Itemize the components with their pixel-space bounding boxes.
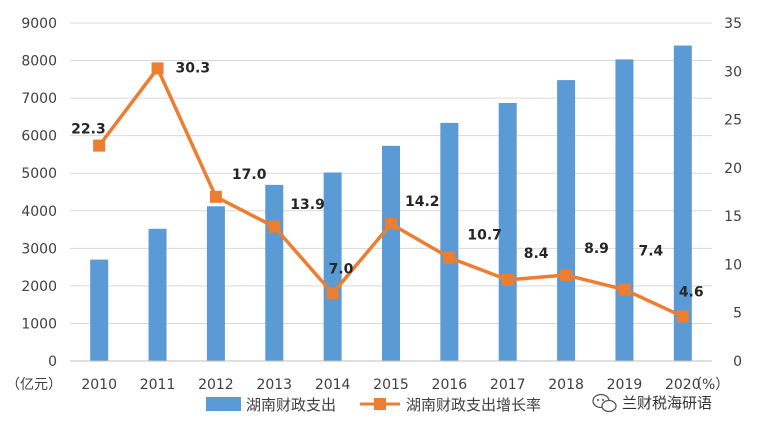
x-tick-label: 2020 — [665, 377, 701, 393]
legend-bar-swatch — [206, 397, 241, 411]
left-tick-label: 0 — [48, 354, 57, 370]
watermark-text: 兰财税海研语 — [622, 394, 712, 412]
x-tick-label: 2018 — [548, 377, 584, 393]
x-tick-label: 2011 — [140, 377, 176, 393]
left-tick-label: 7000 — [21, 91, 57, 107]
data-labels: 22.3 30.3 17.0 13.9 7.0 14.2 10.7 8.4 8.9 7.4 4.6 — [71, 60, 703, 300]
data-label: 7.4 — [638, 244, 663, 260]
right-tick-label: 15 — [724, 209, 742, 225]
bar — [615, 59, 634, 361]
line-point — [443, 251, 456, 264]
legend-bar-label: 湖南财政支出 — [246, 396, 336, 414]
right-tick-label: 0 — [733, 354, 742, 370]
data-label: 30.3 — [176, 60, 211, 76]
x-tick-label: 2012 — [198, 377, 234, 393]
line-point — [326, 287, 339, 300]
left-tick-label: 4000 — [21, 204, 57, 220]
bar-series — [90, 45, 692, 362]
line-point — [209, 190, 222, 203]
right-tick-label: 35 — [724, 16, 742, 32]
left-tick-label: 1000 — [21, 316, 57, 332]
x-axis: 2010 2011 2012 2013 2014 2015 2016 2017 2018 2019… — [70, 360, 712, 393]
data-label: 13.9 — [290, 197, 325, 213]
x-tick-label: 2014 — [315, 377, 351, 393]
left-tick-label: 9000 — [21, 16, 57, 32]
line-point — [268, 220, 281, 233]
data-label: 17.0 — [232, 167, 267, 183]
data-label: 8.4 — [524, 246, 549, 262]
data-label: 7.0 — [329, 261, 354, 277]
right-axis-unit: （%） — [688, 377, 729, 393]
legend: 湖南财政支出 湖南财政支出增长率 — [206, 396, 541, 414]
line-point — [618, 283, 631, 296]
legend-line-label: 湖南财政支出增长率 — [406, 396, 541, 414]
right-tick-label: 25 — [724, 113, 742, 129]
data-label: 22.3 — [71, 122, 106, 138]
left-tick-label: 2000 — [21, 279, 57, 295]
line-series — [93, 62, 689, 323]
line-point — [151, 62, 164, 75]
bar — [440, 122, 459, 361]
bar — [206, 206, 225, 361]
data-label: 14.2 — [405, 194, 440, 210]
x-tick-label: 2010 — [81, 377, 117, 393]
bar — [90, 259, 109, 361]
bar — [265, 184, 284, 361]
left-tick-label: 8000 — [21, 54, 57, 70]
bar — [323, 172, 342, 361]
legend-line-marker — [374, 398, 386, 410]
left-tick-label: 5000 — [21, 166, 57, 182]
bar — [557, 80, 576, 361]
x-tick-label: 2013 — [256, 377, 292, 393]
left-axis-unit: （亿元） — [6, 377, 62, 393]
bar — [673, 45, 692, 362]
wechat-icon — [592, 393, 617, 413]
line-point — [385, 217, 397, 230]
watermark: 兰财税海研语 — [592, 393, 712, 413]
left-axis: 0 1000 2000 3000 4000 5000 6000 7000 8000 9000 — [21, 16, 57, 370]
bar — [148, 228, 167, 361]
x-tick-label: 2017 — [490, 377, 526, 393]
line-point — [93, 139, 106, 152]
left-tick-label: 3000 — [21, 241, 57, 257]
right-tick-label: 10 — [724, 257, 742, 273]
x-tick-label: 2019 — [607, 377, 643, 393]
line-point — [676, 310, 689, 323]
x-tick-label: 2016 — [432, 377, 468, 393]
right-tick-label: 5 — [733, 306, 742, 322]
bar — [382, 145, 400, 361]
line-point — [560, 269, 573, 282]
line-point — [501, 273, 514, 286]
data-label: 4.6 — [679, 285, 704, 301]
bar — [498, 102, 517, 361]
data-label: 10.7 — [467, 228, 502, 244]
x-tick-label: 2015 — [373, 377, 409, 393]
right-tick-label: 30 — [724, 64, 742, 80]
right-axis: 0 5 10 15 20 25 30 35 — [724, 16, 742, 370]
right-tick-label: 20 — [724, 161, 742, 177]
data-label: 8.9 — [584, 241, 609, 257]
left-tick-label: 6000 — [21, 129, 57, 145]
